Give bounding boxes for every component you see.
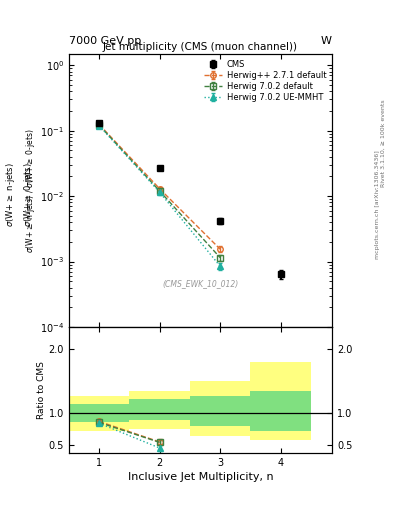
Text: Rivet 3.1.10, ≥ 100k events: Rivet 3.1.10, ≥ 100k events	[381, 99, 386, 187]
Legend: CMS, Herwig++ 2.7.1 default, Herwig 7.0.2 default, Herwig 7.0.2 UE-MMHT: CMS, Herwig++ 2.7.1 default, Herwig 7.0.…	[202, 58, 328, 103]
Text: 7000 GeV pp: 7000 GeV pp	[69, 36, 141, 46]
Text: (CMS_EWK_10_012): (CMS_EWK_10_012)	[162, 279, 239, 288]
Text: W: W	[321, 36, 332, 46]
Y-axis label: $\sigma$(W+$\geq$ n-jets) / $\sigma$(W+$\geq$ 0-jets): $\sigma$(W+$\geq$ n-jets) / $\sigma$(W+$…	[24, 128, 37, 252]
Text: $\sigma$(W+$\geq$ n-jets): $\sigma$(W+$\geq$ n-jets)	[4, 162, 17, 227]
Text: $\sigma$(W+$\geq$ 0-jets): $\sigma$(W+$\geq$ 0-jets)	[22, 162, 35, 227]
Y-axis label: Ratio to CMS: Ratio to CMS	[37, 361, 46, 419]
Text: mcplots.cern.ch [arXiv:1306.3436]: mcplots.cern.ch [arXiv:1306.3436]	[375, 151, 380, 259]
Title: Jet multiplicity (CMS (muon channel)): Jet multiplicity (CMS (muon channel))	[103, 41, 298, 52]
X-axis label: Inclusive Jet Multiplicity, n: Inclusive Jet Multiplicity, n	[128, 472, 273, 482]
